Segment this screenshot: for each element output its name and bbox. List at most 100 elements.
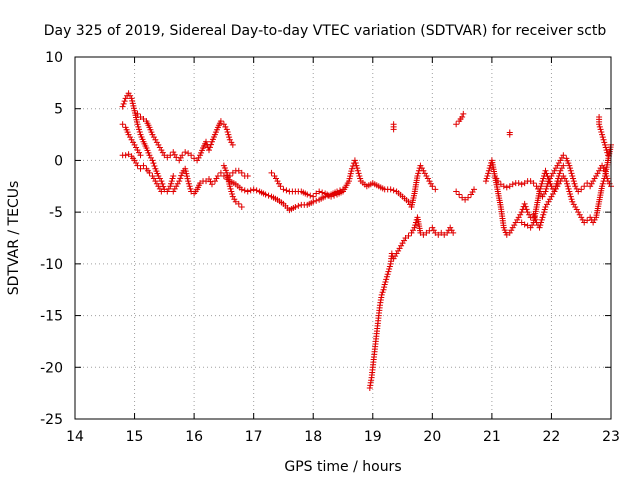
data-point (572, 183, 579, 190)
data-point (453, 188, 460, 195)
data-point (238, 186, 245, 193)
data-point (526, 211, 533, 218)
data-point (208, 181, 215, 188)
y-tick-label: 10 (45, 50, 63, 66)
data-point (153, 139, 160, 146)
data-point (405, 232, 412, 239)
data-point (122, 152, 129, 159)
data-point (238, 169, 245, 176)
data-point (569, 198, 576, 205)
data-point (119, 121, 126, 128)
y-tick-label: -25 (40, 412, 63, 428)
data-point (421, 170, 428, 177)
data-point (554, 178, 561, 185)
data-point (244, 172, 251, 179)
data-point (596, 121, 603, 128)
data-point (206, 176, 212, 183)
data-point (557, 167, 564, 174)
data-point (398, 242, 405, 249)
data-point (277, 183, 284, 190)
data-point (310, 198, 317, 205)
data-point (573, 206, 580, 213)
data-point (549, 170, 556, 177)
data-point (575, 209, 582, 216)
data-point (605, 152, 612, 159)
data-point (570, 201, 577, 208)
data-point (555, 175, 562, 182)
data-point (146, 169, 153, 176)
data-point (555, 160, 562, 167)
data-point (539, 178, 546, 185)
data-point (465, 194, 472, 201)
data-point (125, 90, 132, 97)
data-point (147, 154, 154, 161)
data-point (182, 149, 189, 156)
data-point (509, 181, 516, 188)
data-point (127, 92, 134, 99)
data-point (177, 154, 184, 161)
data-point (572, 203, 579, 210)
data-point (262, 191, 269, 198)
x-tick-label: 20 (423, 429, 441, 445)
data-point (541, 209, 547, 216)
data-point (384, 271, 391, 278)
data-point (226, 134, 233, 141)
data-point (392, 253, 399, 260)
data-point (552, 185, 559, 192)
data-point (310, 193, 317, 200)
data-point (395, 247, 402, 254)
data-point (153, 180, 160, 187)
data-point (405, 198, 412, 205)
data-point (414, 172, 421, 179)
data-point (599, 162, 606, 169)
data-point (593, 172, 600, 179)
data-point (411, 224, 418, 231)
data-point (602, 167, 609, 174)
data-point (149, 172, 156, 179)
data-point (553, 180, 560, 187)
data-point (456, 191, 463, 198)
data-point (217, 118, 224, 125)
data-point (601, 139, 608, 146)
data-point (136, 126, 143, 133)
data-point (578, 186, 585, 193)
data-point (602, 170, 609, 177)
data-point (149, 131, 156, 138)
data-point (604, 149, 611, 156)
data-point (453, 121, 460, 128)
data-point (228, 139, 235, 146)
data-point (573, 185, 580, 192)
data-point (569, 172, 576, 179)
data-point (206, 144, 213, 151)
data-point (244, 188, 251, 195)
data-point (135, 123, 142, 130)
data-point (158, 178, 165, 185)
data-point (604, 175, 611, 182)
data-point (292, 203, 299, 210)
data-point (176, 178, 183, 185)
data-point (551, 188, 558, 195)
data-point (352, 160, 359, 167)
data-point (150, 175, 157, 182)
data-point (483, 175, 490, 182)
data-point (599, 183, 606, 190)
data-point (268, 169, 275, 176)
data-point (542, 167, 549, 174)
data-point (206, 147, 212, 154)
data-point (426, 178, 433, 185)
data-point (351, 157, 358, 164)
data-point (590, 178, 597, 185)
data-point (590, 219, 597, 226)
data-point (518, 209, 525, 216)
data-point (409, 227, 416, 234)
data-point (509, 224, 516, 231)
data-point (551, 167, 558, 174)
data-point (173, 183, 180, 190)
data-point (122, 95, 129, 102)
data-point (353, 162, 360, 169)
data-point (567, 165, 574, 172)
data-point (207, 141, 214, 148)
data-point (427, 180, 434, 187)
x-tick-label: 15 (126, 429, 144, 445)
data-point (447, 224, 454, 231)
